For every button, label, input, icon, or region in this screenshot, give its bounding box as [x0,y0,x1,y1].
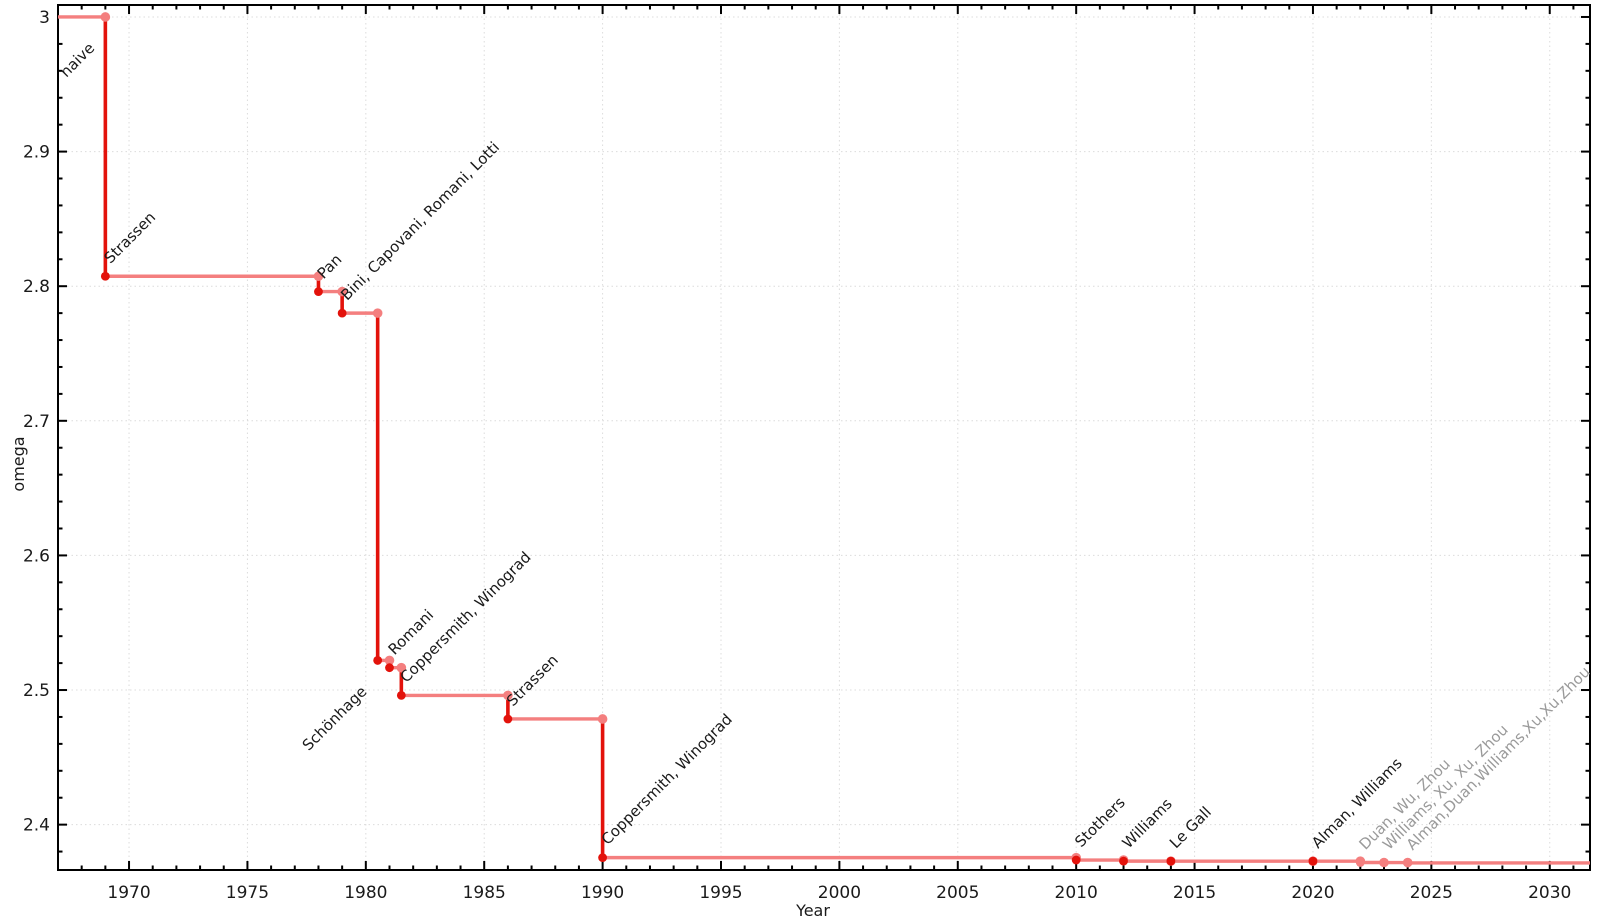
data-point-dot [598,853,608,863]
annotation-label: Strassen [100,208,159,267]
data-point-dot [396,691,406,700]
x-tick-label: 2015 [1173,883,1216,903]
data-point-dot [385,663,394,673]
annotation-label: naive [56,39,98,81]
data-point-dot [100,271,110,281]
data-point-dot [1071,855,1081,865]
corner-dot [503,690,513,701]
x-tick-label: 2010 [1055,883,1098,903]
annotation-label: Strassen [503,651,562,710]
corner-dot [372,308,383,318]
data-point-dot [1166,856,1176,866]
y-axis-label: omega [9,436,28,491]
annotation-label: Bini, Capovani, Romani, Lotti [337,138,503,304]
data-point-dot [1308,856,1318,866]
x-tick-label: 2025 [1410,883,1453,903]
x-tick-label: 1990 [581,883,624,903]
x-tick-label: 2030 [1528,883,1571,903]
x-tick-label: 1970 [107,883,150,903]
x-tick-label: 1980 [344,883,387,903]
y-tick-label: 2.6 [23,546,50,566]
x-axis-label: Year [795,901,830,920]
corner-dot [384,655,395,666]
data-point-dot [1119,856,1128,866]
data-point-dot [337,308,347,318]
corner-dot [313,271,324,282]
x-tick-label: 2020 [1291,883,1334,903]
corner-dot [337,286,347,297]
corner-dot [396,662,407,673]
y-tick-label: 2.9 [23,143,50,163]
annotation-label: Le Gall [1166,803,1215,852]
data-point-dot [314,287,323,296]
y-tick-label: 2.5 [23,681,50,701]
data-point-dot [503,714,513,724]
x-tick-label: 1975 [226,883,269,903]
annotation-label: Stothers [1071,793,1129,851]
corner-dot [100,12,111,22]
annotation-label: Schönhage [299,683,371,755]
y-tick-label: 2.7 [23,412,50,432]
x-tick-label: 2000 [818,883,861,903]
y-tick-label: 2.8 [23,277,50,297]
data-point-dot [1403,858,1413,868]
annotation-label: Williams, Xu, Xu, Zhou [1379,721,1512,854]
x-tick-label: 1995 [699,883,742,903]
annotation-label: Coppersmith, Winograd [598,710,736,848]
data-point-dot [1355,858,1365,867]
x-tick-label: 2005 [936,883,979,903]
data-point-dot [1379,858,1389,867]
corner-dot [597,714,608,724]
data-point-dot [373,656,383,665]
y-tick-label: 2.4 [23,816,50,836]
plot-border [57,4,1591,871]
annotation-label: Williams [1119,795,1176,852]
x-tick-label: 1985 [463,883,506,903]
y-tick-label: 3 [39,8,50,28]
